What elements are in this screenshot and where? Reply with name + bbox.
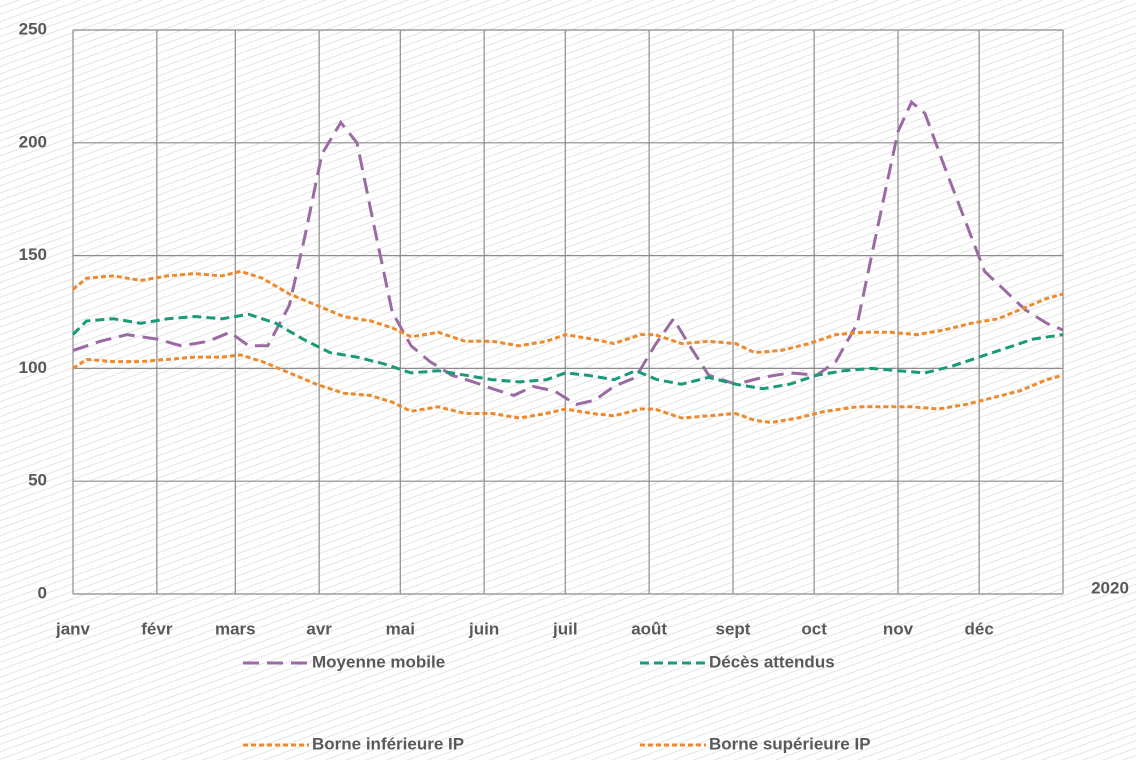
series-line: [72, 269, 1064, 355]
y-tick-label: 0: [38, 583, 47, 602]
x-tick-label: mai: [386, 619, 415, 638]
x-tick-label: déc: [964, 619, 993, 638]
legend-label: Borne inférieure IP: [312, 734, 464, 753]
y-tick-label: 250: [19, 19, 47, 38]
legend-label: Borne supérieure IP: [709, 734, 871, 753]
y-tick-label: 50: [28, 471, 47, 490]
legend-label: Décès attendus: [709, 652, 835, 671]
x-tick-label: mars: [215, 619, 256, 638]
x-tick-label: juil: [552, 619, 578, 638]
x-tick-label: avr: [306, 619, 332, 638]
series-line: [72, 353, 1064, 425]
y-tick-label: 200: [19, 132, 47, 151]
x-tick-label: nov: [883, 619, 914, 638]
x-tick-label: sept: [716, 619, 751, 638]
series-line: [72, 99, 1064, 407]
x-tick-label: févr: [141, 619, 173, 638]
x-tick-label: août: [631, 619, 667, 638]
legend-label: Moyenne mobile: [312, 652, 445, 671]
x-tick-label: juin: [468, 619, 499, 638]
x-axis-label: 2020: [1091, 578, 1129, 597]
x-tick-label: oct: [801, 619, 827, 638]
y-tick-label: 150: [19, 245, 47, 264]
y-tick-label: 100: [19, 358, 47, 377]
series-line: [71, 312, 1064, 391]
x-tick-label: janv: [55, 619, 91, 638]
